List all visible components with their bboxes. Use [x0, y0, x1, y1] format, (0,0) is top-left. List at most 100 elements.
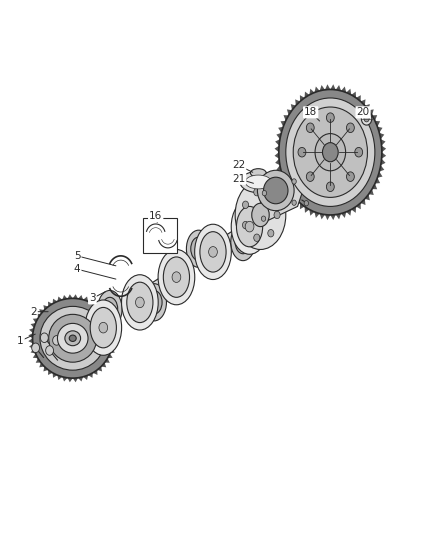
Polygon shape	[309, 209, 314, 216]
Ellipse shape	[194, 224, 231, 279]
Polygon shape	[275, 152, 279, 159]
Polygon shape	[300, 203, 304, 209]
Polygon shape	[325, 215, 330, 220]
Polygon shape	[275, 139, 280, 146]
Ellipse shape	[163, 257, 190, 297]
Polygon shape	[351, 206, 356, 213]
Polygon shape	[330, 215, 336, 220]
Polygon shape	[33, 318, 38, 323]
Circle shape	[99, 322, 108, 333]
Polygon shape	[88, 373, 93, 378]
Ellipse shape	[237, 206, 263, 247]
Polygon shape	[57, 296, 62, 302]
Polygon shape	[53, 298, 57, 304]
Polygon shape	[291, 104, 296, 110]
Circle shape	[364, 116, 369, 122]
Polygon shape	[83, 375, 88, 380]
Polygon shape	[304, 92, 309, 98]
Polygon shape	[360, 99, 365, 106]
Circle shape	[172, 272, 181, 282]
Ellipse shape	[240, 171, 277, 192]
Polygon shape	[97, 305, 102, 310]
Ellipse shape	[32, 298, 113, 378]
Ellipse shape	[121, 274, 158, 330]
Polygon shape	[369, 189, 374, 195]
Polygon shape	[43, 367, 48, 372]
Polygon shape	[278, 127, 283, 133]
Circle shape	[254, 188, 260, 196]
Polygon shape	[379, 133, 384, 139]
Polygon shape	[379, 165, 384, 172]
Circle shape	[274, 211, 280, 219]
Polygon shape	[36, 358, 41, 363]
Polygon shape	[48, 370, 53, 375]
Ellipse shape	[40, 306, 106, 370]
Polygon shape	[360, 199, 365, 205]
Polygon shape	[110, 349, 115, 353]
Ellipse shape	[245, 175, 272, 189]
Ellipse shape	[231, 223, 255, 261]
Ellipse shape	[231, 199, 268, 254]
Polygon shape	[29, 328, 34, 333]
Ellipse shape	[49, 314, 97, 362]
Polygon shape	[78, 377, 83, 382]
Polygon shape	[314, 86, 320, 93]
Polygon shape	[346, 209, 351, 216]
Ellipse shape	[69, 335, 76, 342]
Ellipse shape	[293, 107, 367, 197]
Polygon shape	[275, 159, 280, 165]
Ellipse shape	[65, 331, 81, 346]
Circle shape	[346, 123, 354, 133]
Text: 5: 5	[74, 251, 81, 261]
Polygon shape	[375, 177, 380, 183]
Polygon shape	[83, 296, 88, 302]
Polygon shape	[113, 333, 117, 338]
Text: 2: 2	[30, 306, 37, 317]
Polygon shape	[29, 343, 34, 349]
Text: 4: 4	[74, 264, 81, 274]
Polygon shape	[43, 305, 48, 310]
Polygon shape	[39, 362, 44, 367]
Polygon shape	[300, 95, 304, 101]
Polygon shape	[381, 139, 385, 146]
Polygon shape	[372, 115, 377, 121]
Text: 20: 20	[357, 107, 370, 117]
Polygon shape	[309, 88, 314, 95]
Polygon shape	[67, 294, 73, 298]
Ellipse shape	[191, 237, 206, 261]
Polygon shape	[93, 302, 98, 306]
Polygon shape	[283, 115, 289, 121]
Polygon shape	[78, 295, 83, 300]
Ellipse shape	[146, 290, 162, 314]
Circle shape	[355, 148, 363, 157]
Polygon shape	[33, 353, 38, 358]
Ellipse shape	[252, 203, 269, 227]
Polygon shape	[341, 86, 346, 93]
FancyBboxPatch shape	[143, 218, 177, 253]
Polygon shape	[31, 323, 35, 328]
Ellipse shape	[235, 180, 286, 249]
Circle shape	[306, 123, 314, 133]
Polygon shape	[381, 146, 386, 152]
Polygon shape	[314, 212, 320, 218]
Circle shape	[326, 113, 334, 123]
Polygon shape	[73, 294, 78, 298]
Circle shape	[326, 182, 334, 191]
Polygon shape	[381, 152, 386, 159]
Polygon shape	[295, 99, 300, 106]
Polygon shape	[107, 318, 113, 323]
Polygon shape	[62, 377, 67, 382]
Ellipse shape	[286, 98, 375, 206]
Circle shape	[268, 230, 274, 237]
Polygon shape	[356, 203, 361, 209]
Ellipse shape	[142, 284, 166, 321]
Text: 18: 18	[304, 107, 317, 117]
Polygon shape	[287, 189, 292, 195]
Polygon shape	[53, 373, 57, 378]
Polygon shape	[57, 375, 62, 380]
Polygon shape	[356, 95, 361, 101]
Circle shape	[245, 221, 254, 232]
Polygon shape	[378, 172, 382, 177]
Polygon shape	[93, 370, 98, 375]
Polygon shape	[101, 309, 106, 314]
